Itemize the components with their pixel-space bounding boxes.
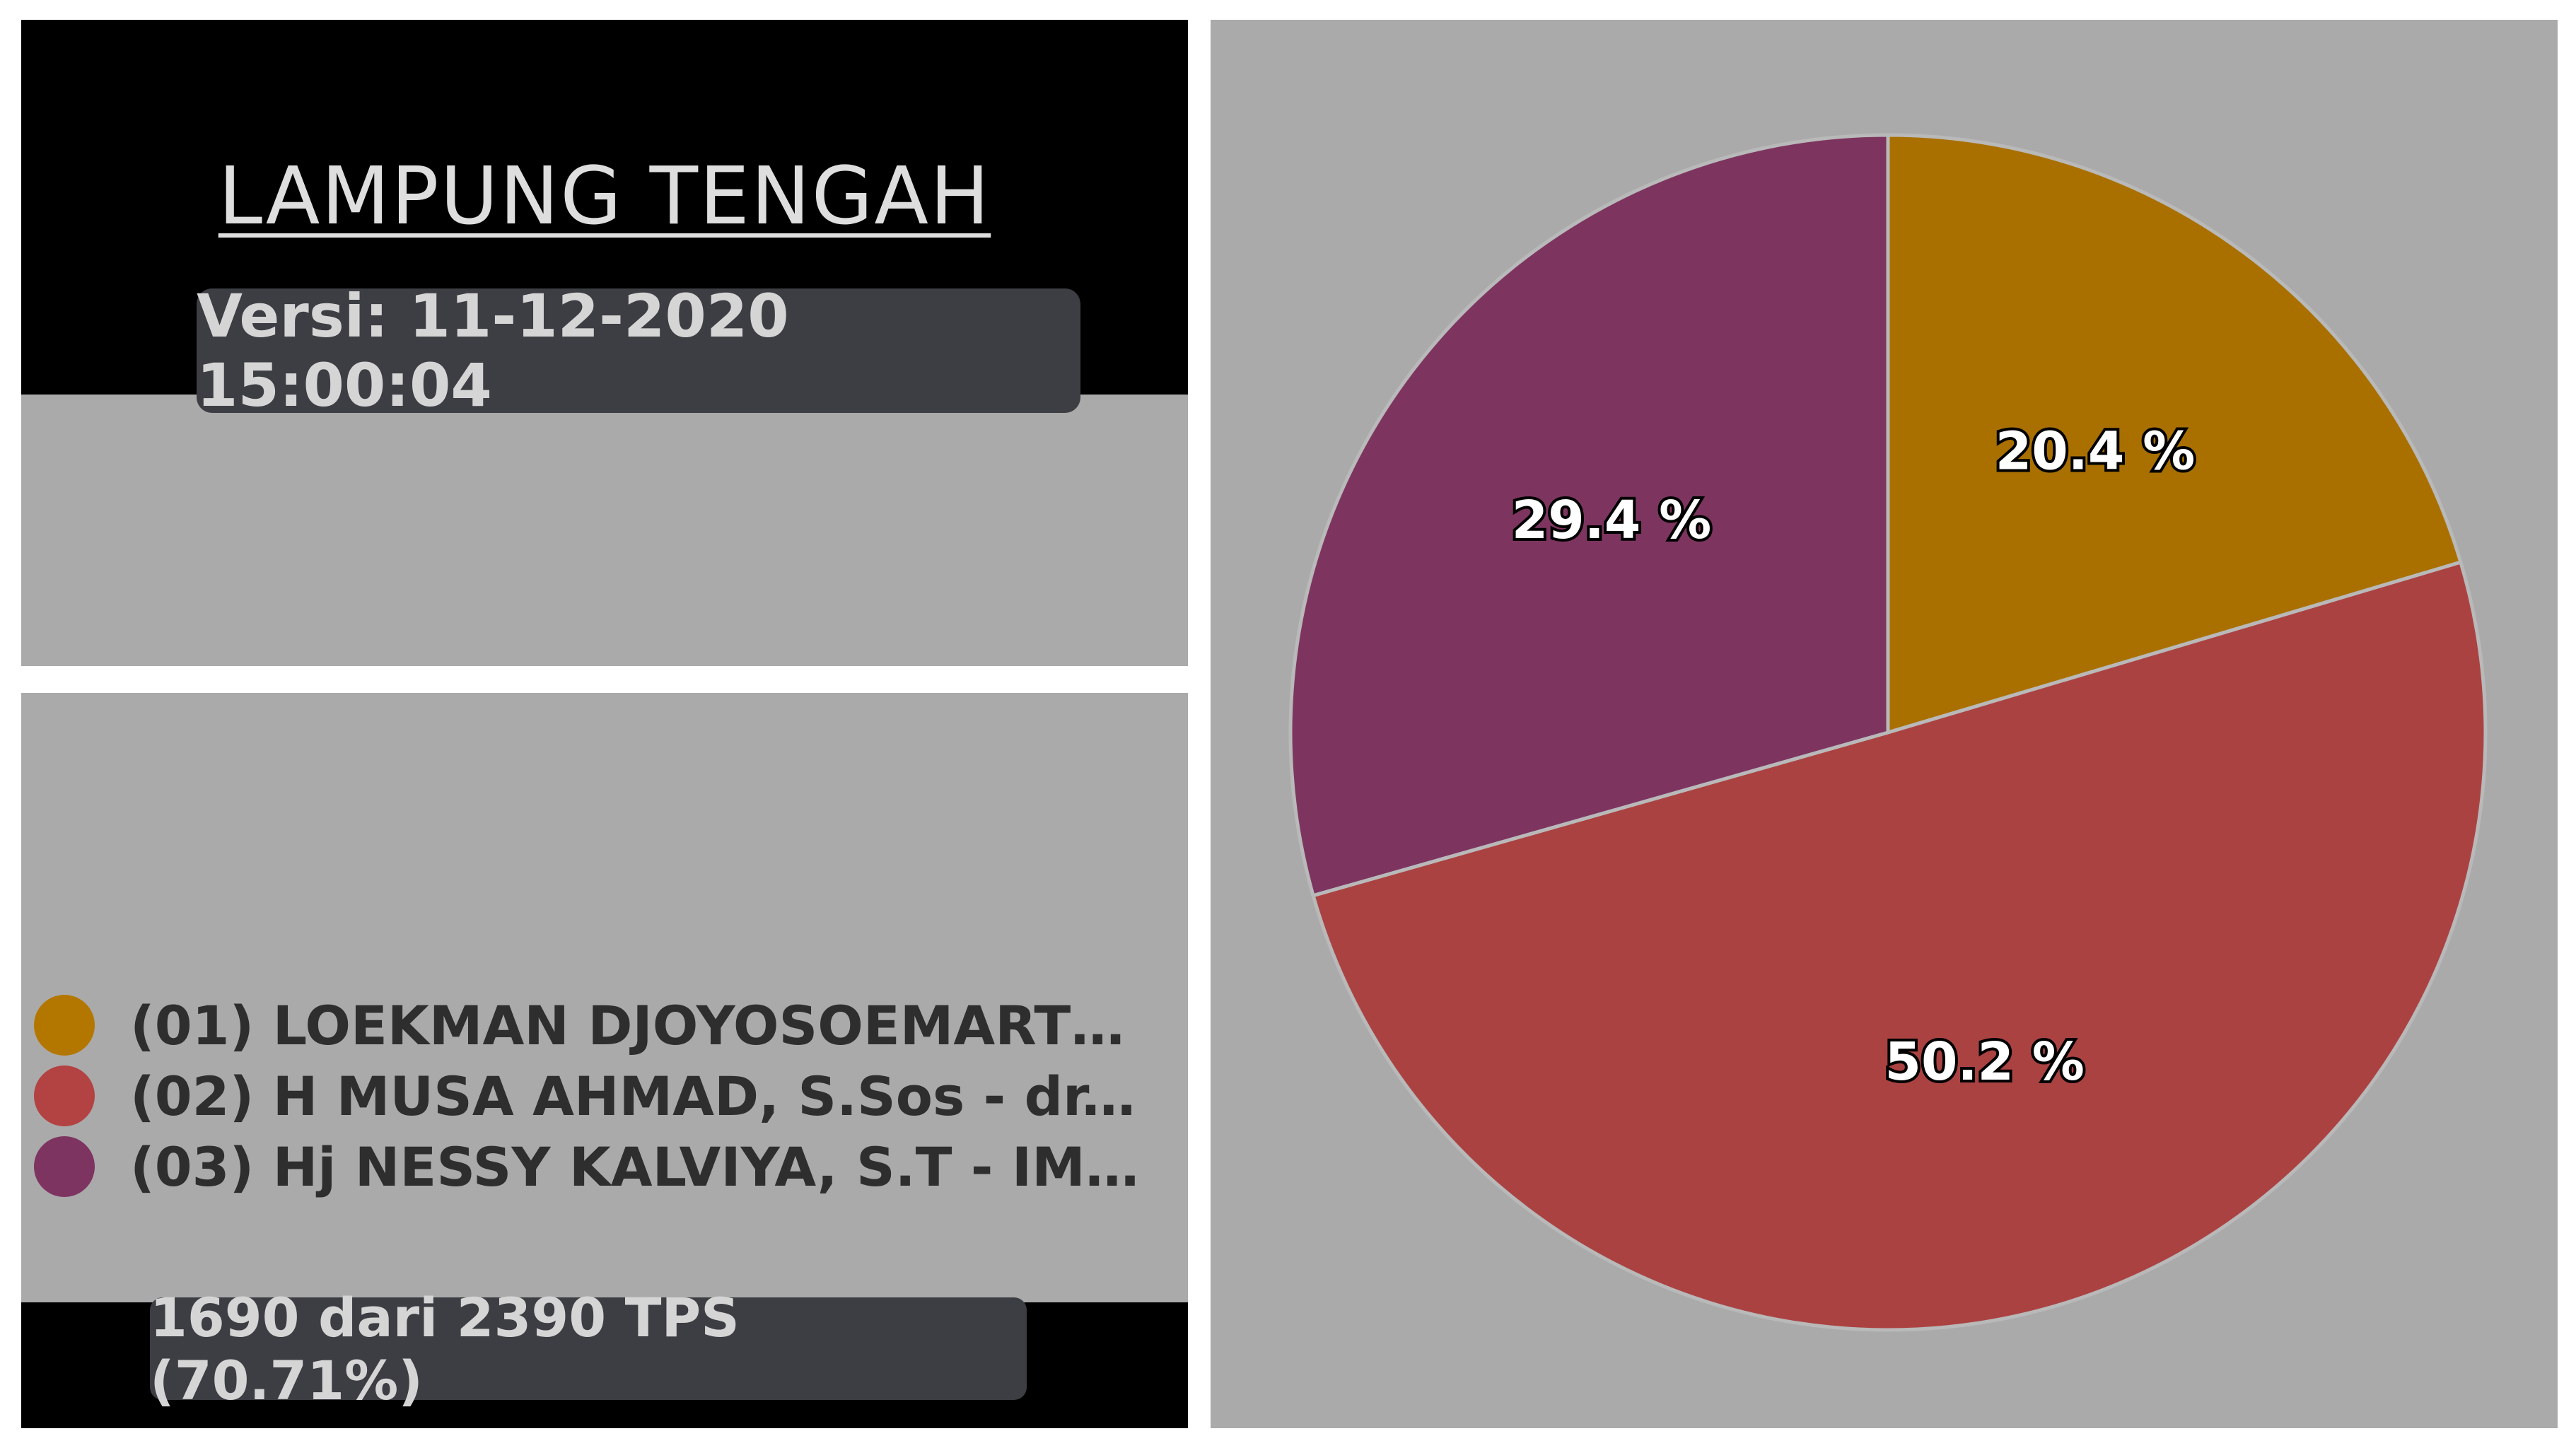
legend-label: (01) LOEKMAN DJOYOSOEMARTO -… — [130, 993, 1148, 1057]
slice-label: 50.2 % — [1884, 1032, 2085, 1092]
header-panel: LAMPUNG TENGAH Versi: 11-12-2020 15:00:0… — [21, 20, 1188, 666]
legend-item[interactable]: (03) Hj NESSY KALVIYA, S.T - IMAM… — [34, 1131, 1179, 1202]
pie-slice[interactable] — [1886, 133, 2464, 735]
slice-label: 20.4 % — [1995, 421, 2196, 482]
legend-label: (02) H MUSA AHMAD, S.Sos - dr.H … — [130, 1064, 1148, 1128]
tps-count-badge: 1690 dari 2390 TPS (70.71%) — [150, 1286, 1027, 1412]
chart-panel: 20.4 % 50.2 % 29.4 % — [1211, 20, 2558, 1428]
legend-label: (03) Hj NESSY KALVIYA, S.T - IMAM… — [130, 1135, 1148, 1198]
pie-slice[interactable] — [1310, 560, 2488, 1332]
legend-item[interactable]: (02) H MUSA AHMAD, S.Sos - dr.H … — [34, 1061, 1179, 1131]
legend-item[interactable]: (01) LOEKMAN DJOYOSOEMARTO -… — [34, 990, 1179, 1061]
legend-panel: (01) LOEKMAN DJOYOSOEMARTO -… (02) H MUS… — [21, 693, 1188, 1428]
pie-slice[interactable] — [1288, 133, 1890, 898]
legend: (01) LOEKMAN DJOYOSOEMARTO -… (02) H MUS… — [34, 990, 1179, 1202]
legend-dot — [34, 1136, 95, 1197]
slice-label: 29.4 % — [1512, 490, 1712, 551]
legend-dot — [34, 1065, 95, 1126]
legend-dot — [34, 995, 95, 1056]
region-title: LAMPUNG TENGAH — [218, 151, 991, 243]
version-badge: Versi: 11-12-2020 15:00:04 — [197, 281, 1080, 420]
pie-chart: 20.4 % 50.2 % 29.4 % — [1288, 133, 2488, 1332]
